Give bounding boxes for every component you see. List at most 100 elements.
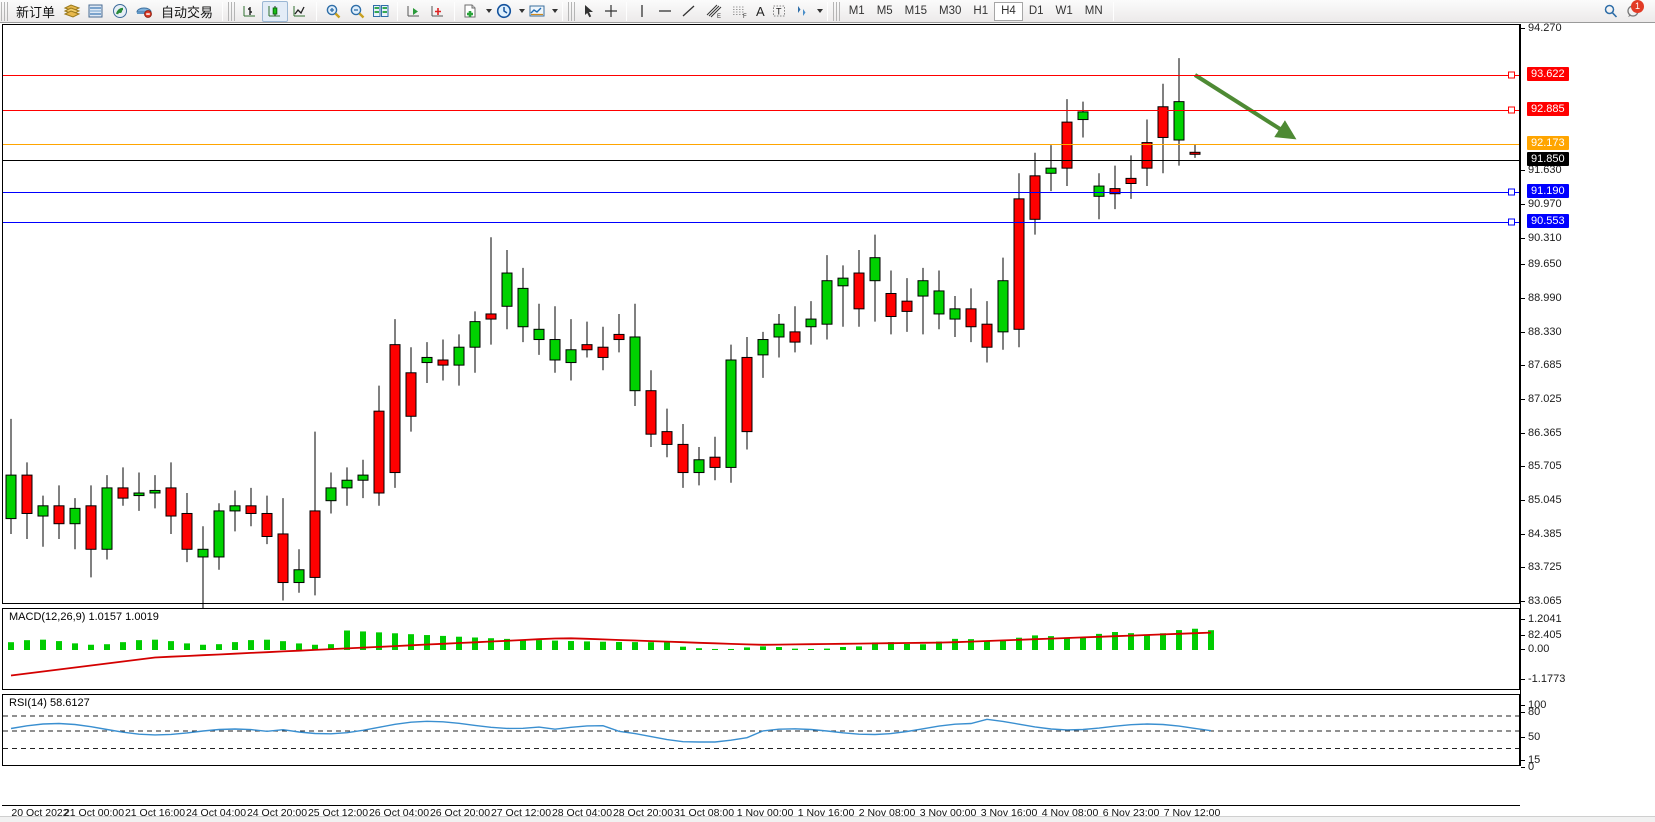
bar-chart-icon[interactable] — [238, 1, 262, 22]
svg-text:E: E — [717, 14, 721, 19]
price-level-label[interactable]: 92.173 — [1527, 136, 1569, 150]
macd-histogram-bar — [392, 633, 398, 650]
indicator-tick-label: 0.00 — [1528, 643, 1550, 655]
price-level-label[interactable]: 91.190 — [1527, 184, 1569, 198]
annotation-layer[interactable] — [3, 25, 1519, 603]
price-tick: 85.045 — [1521, 494, 1562, 506]
price-level-line[interactable] — [3, 144, 1519, 145]
chart-shift-icon[interactable] — [426, 1, 450, 22]
indicator-tick: 80 — [1521, 706, 1540, 718]
macd-histogram-bar — [136, 640, 142, 650]
tab-timeframe-m1[interactable]: M1 — [848, 5, 865, 17]
tab-timeframe-h1[interactable]: H1 — [973, 5, 989, 17]
price-pane[interactable] — [2, 24, 1520, 609]
cursor-icon[interactable] — [578, 1, 600, 22]
macd-histogram-bar — [824, 648, 830, 650]
trend-arrow-annotation[interactable] — [1193, 73, 1297, 140]
price-level-label[interactable]: 92.885 — [1527, 102, 1569, 116]
new-order-button[interactable]: 新订单 — [11, 1, 60, 22]
navigator-icon[interactable] — [108, 1, 132, 22]
price-level-line[interactable] — [3, 110, 1519, 111]
tab-timeframe-h4[interactable]: H4 — [994, 1, 1023, 21]
text-icon[interactable]: A — [756, 3, 765, 19]
equidistant-channel-icon[interactable]: E — [701, 1, 727, 22]
tab-timeframe-d1[interactable]: D1 — [1028, 5, 1044, 17]
macd-histogram-bar — [600, 641, 606, 650]
price-tick: 83.725 — [1521, 561, 1562, 573]
text-label-icon[interactable]: T — [768, 1, 790, 22]
shapes-icon[interactable] — [790, 1, 814, 22]
horizontal-line-icon[interactable] — [653, 1, 677, 22]
candle-body — [581, 344, 593, 351]
toolbar-grip-4[interactable] — [832, 1, 840, 21]
price-level-label[interactable]: 90.553 — [1527, 214, 1569, 228]
candle-body — [757, 339, 769, 356]
expert-advisor-icon[interactable] — [132, 1, 156, 22]
price-axis[interactable]: 94.270 89.650 88.990 88.330 87.685 87.025 86.3… — [1520, 22, 1655, 773]
rsi-pane[interactable]: RSI(14) 58.6127 — [2, 694, 1520, 766]
chart-container[interactable]: MACD(12,26,9) 1.0157 1.0019 RSI(14) 58.6… — [0, 18, 1655, 822]
tile-windows-icon[interactable] — [369, 1, 393, 22]
candle-body — [437, 359, 449, 366]
candle-body — [949, 308, 961, 320]
indicator-tick-label: 1.2041 — [1528, 613, 1562, 625]
line-chart-icon[interactable] — [288, 1, 312, 22]
tab-timeframe-m5[interactable]: M5 — [876, 5, 893, 17]
tab-timeframe-mn[interactable]: MN — [1084, 5, 1103, 17]
toolbar-grip-2[interactable] — [228, 1, 236, 21]
indicators-icon[interactable] — [525, 1, 549, 22]
candle-body — [981, 323, 993, 348]
toolbar-grip[interactable] — [1, 1, 8, 21]
candle-body — [901, 300, 913, 312]
price-level-label[interactable]: 91.850 — [1527, 152, 1569, 166]
tab-timeframe-m30[interactable]: M30 — [939, 5, 962, 17]
indicator-tick: 50 — [1521, 731, 1540, 743]
period-dropdown-caret[interactable] — [519, 9, 526, 13]
candle-body — [469, 321, 481, 348]
zoom-in-icon[interactable] — [321, 1, 345, 22]
auto-scroll-icon[interactable] — [402, 1, 426, 22]
price-level-handle[interactable] — [1508, 71, 1515, 79]
price-level-handle[interactable] — [1508, 218, 1515, 226]
rsi-line — [10, 718, 1212, 743]
candle-body — [229, 505, 241, 512]
macd-pane[interactable]: MACD(12,26,9) 1.0157 1.0019 — [2, 608, 1520, 690]
wallet-icon[interactable] — [60, 1, 84, 22]
candlestick-chart-icon[interactable] — [262, 0, 289, 22]
macd-histogram-bar — [936, 641, 942, 650]
new-chart-dropdown-caret[interactable] — [486, 9, 493, 13]
tab-timeframe-m15[interactable]: M15 — [904, 5, 928, 17]
trend-line-icon[interactable] — [677, 1, 701, 22]
toolbar-separator — [222, 1, 224, 21]
indicators-dropdown-caret[interactable] — [552, 9, 559, 13]
candle-body — [933, 290, 945, 315]
notification-bell-icon[interactable]: 1 — [1623, 0, 1645, 22]
zoom-out-icon[interactable] — [345, 1, 369, 22]
shapes-dropdown-caret[interactable] — [816, 9, 823, 13]
fibonacci-icon[interactable]: F — [727, 1, 753, 22]
macd-histogram-bar — [1064, 637, 1070, 650]
crosshair-icon[interactable] — [600, 1, 622, 22]
macd-histogram-bar — [968, 639, 974, 650]
price-level-handle[interactable] — [1508, 106, 1515, 114]
search-icon[interactable] — [1599, 1, 1623, 22]
price-level-line[interactable] — [3, 75, 1519, 76]
tab-timeframe-w1[interactable]: W1 — [1055, 5, 1073, 17]
period-icon[interactable] — [492, 1, 516, 22]
macd-histogram-bar — [376, 632, 382, 650]
vertical-line-icon[interactable] — [631, 1, 653, 22]
new-chart-icon[interactable] — [459, 1, 483, 22]
market-watch-icon[interactable] — [84, 1, 108, 22]
macd-histogram-bar — [568, 641, 574, 650]
price-level-line[interactable] — [3, 160, 1519, 161]
candle-body — [533, 328, 545, 341]
auto-trading-button[interactable]: 自动交易 — [156, 1, 218, 22]
price-level-line[interactable] — [3, 192, 1519, 193]
price-level-handle[interactable] — [1508, 188, 1515, 196]
toolbar-grip-3[interactable] — [568, 1, 576, 21]
macd-histogram-bar — [520, 639, 526, 650]
candle-body — [1029, 175, 1041, 220]
price-level-label[interactable]: 93.622 — [1527, 67, 1569, 81]
indicator-tick-label: 80 — [1528, 706, 1541, 718]
price-level-line[interactable] — [3, 222, 1519, 223]
